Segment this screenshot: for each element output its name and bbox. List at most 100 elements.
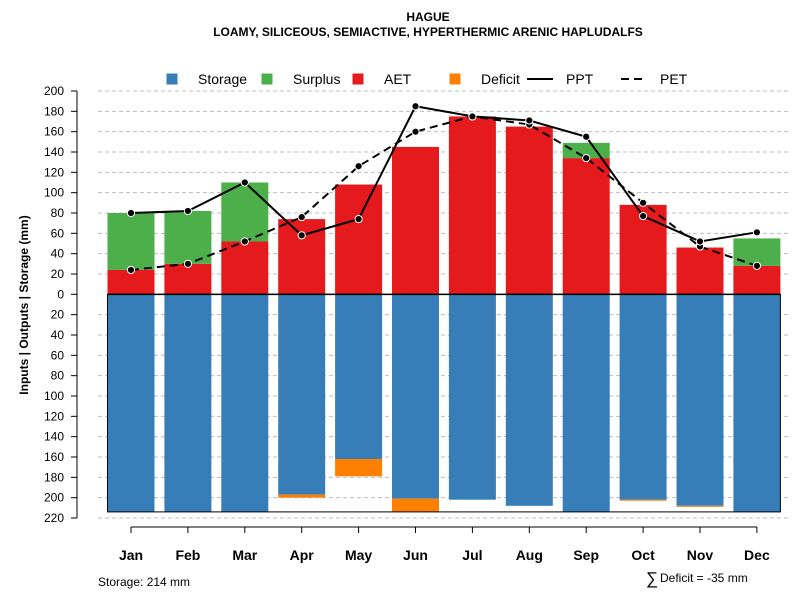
x-tick-label: Nov bbox=[687, 547, 714, 563]
y-tick-label: 180 bbox=[44, 104, 64, 118]
legend-label: Deficit bbox=[481, 71, 520, 87]
y-tick-label: 200 bbox=[44, 84, 64, 98]
legend-swatch bbox=[449, 73, 461, 85]
storage-bar bbox=[392, 294, 439, 499]
y-tick-label: 160 bbox=[44, 125, 64, 139]
legend-label: Storage bbox=[198, 71, 247, 87]
aet-bar bbox=[392, 146, 439, 295]
pet-point bbox=[582, 154, 591, 163]
deficit-bar bbox=[392, 498, 439, 512]
y-tick-label: 100 bbox=[44, 186, 64, 200]
storage-bar bbox=[676, 294, 724, 506]
legend-swatch bbox=[261, 73, 273, 85]
aet-bar bbox=[448, 116, 496, 295]
pet-point bbox=[126, 265, 136, 275]
legend: Storage Surplus AET Deficit PPT PET bbox=[166, 71, 688, 87]
y-tick-label: 120 bbox=[44, 165, 64, 179]
deficit-bar bbox=[676, 505, 724, 507]
y-tick-label: 0 bbox=[57, 287, 64, 301]
pet-point bbox=[411, 127, 420, 136]
legend-label: PET bbox=[660, 71, 688, 87]
aet-bar bbox=[676, 247, 724, 295]
y-tick-label: 60 bbox=[51, 226, 65, 240]
x-tick-label: Jan bbox=[119, 547, 143, 563]
pet-line bbox=[130, 115, 758, 271]
surplus-bar bbox=[164, 210, 212, 264]
y-tick-label: 80 bbox=[51, 369, 65, 383]
ppt-point bbox=[639, 211, 648, 221]
x-tick-label: May bbox=[345, 547, 372, 563]
legend-label: PPT bbox=[566, 71, 594, 87]
ppt-line bbox=[130, 105, 758, 243]
storage-bar bbox=[733, 294, 781, 512]
legend-label: Surplus bbox=[293, 71, 340, 87]
surplus-bar bbox=[733, 238, 781, 266]
x-tick-label: Jul bbox=[462, 547, 482, 563]
ppt-point bbox=[468, 112, 477, 121]
ppt-point bbox=[183, 206, 192, 216]
deficit-bar bbox=[278, 494, 326, 498]
y-tick-label: 60 bbox=[51, 348, 65, 362]
pet-point bbox=[297, 212, 306, 222]
deficit-bar bbox=[335, 459, 383, 477]
aet-bar bbox=[164, 263, 212, 295]
x-tick-label: Sep bbox=[573, 547, 599, 563]
storage-bar bbox=[335, 294, 383, 460]
ppt-point bbox=[695, 237, 705, 246]
y-tick-label: 40 bbox=[51, 328, 65, 342]
ppt-point bbox=[525, 116, 534, 125]
pet-point bbox=[752, 261, 762, 270]
y-tick-label: 200 bbox=[44, 491, 64, 505]
storage-bar bbox=[107, 294, 155, 512]
surplus-bar bbox=[221, 182, 269, 242]
chart-subtitle: LOAMY, SILICEOUS, SEMIACTIVE, HYPERTHERM… bbox=[213, 25, 643, 39]
ppt-point bbox=[582, 132, 591, 141]
storage-bar bbox=[164, 294, 212, 512]
storage-bar bbox=[448, 294, 496, 500]
ppt-point bbox=[240, 178, 249, 187]
storage-bar bbox=[562, 294, 610, 512]
legend-swatch bbox=[166, 73, 178, 85]
ppt-point bbox=[411, 102, 420, 111]
deficit-sum-symbol: ∑ bbox=[646, 569, 658, 588]
y-tick-label: 20 bbox=[51, 267, 65, 281]
storage-bar bbox=[278, 294, 326, 495]
y-tick-label: 100 bbox=[44, 389, 64, 403]
pet-point bbox=[354, 162, 363, 171]
ppt-point bbox=[297, 231, 306, 240]
storage-bar bbox=[505, 294, 553, 506]
chart-title: HAGUE bbox=[406, 10, 449, 24]
deficit-footer: Deficit = -35 mm bbox=[660, 571, 748, 585]
x-tick-label: Jun bbox=[403, 547, 428, 563]
storage-bar bbox=[221, 294, 269, 512]
deficit-bar bbox=[619, 499, 667, 501]
x-tick-label: Apr bbox=[290, 547, 315, 563]
aet-bar bbox=[562, 158, 610, 295]
pet-point bbox=[183, 259, 192, 268]
y-tick-label: 120 bbox=[44, 409, 64, 423]
bar-frames bbox=[107, 293, 781, 513]
ppt-point bbox=[126, 208, 136, 218]
x-tick-label: Aug bbox=[516, 547, 543, 563]
y-tick-label: 20 bbox=[51, 308, 65, 322]
pet-point bbox=[639, 198, 648, 207]
y-tick-label: 40 bbox=[51, 247, 65, 261]
aet-bar bbox=[733, 265, 781, 295]
y-tick-label: 160 bbox=[44, 450, 64, 464]
aet-bar bbox=[505, 126, 553, 295]
bars bbox=[107, 116, 781, 512]
surplus-bar bbox=[107, 213, 155, 270]
y-tick-label: 140 bbox=[44, 430, 64, 444]
y-tick-label: 140 bbox=[44, 145, 64, 159]
x-tick-label: Dec bbox=[744, 547, 770, 563]
storage-footer: Storage: 214 mm bbox=[98, 575, 190, 589]
y-axis-label: Inputs | Outputs | Storage (mm) bbox=[17, 215, 31, 394]
aet-bar bbox=[221, 241, 269, 295]
gridlines bbox=[98, 90, 788, 519]
legend-label: AET bbox=[384, 71, 412, 87]
ppt-point bbox=[354, 215, 363, 224]
axes: 2001801601401201008060402002040608010012… bbox=[44, 84, 770, 563]
ppt-point bbox=[752, 228, 762, 237]
y-tick-label: 180 bbox=[44, 470, 64, 484]
